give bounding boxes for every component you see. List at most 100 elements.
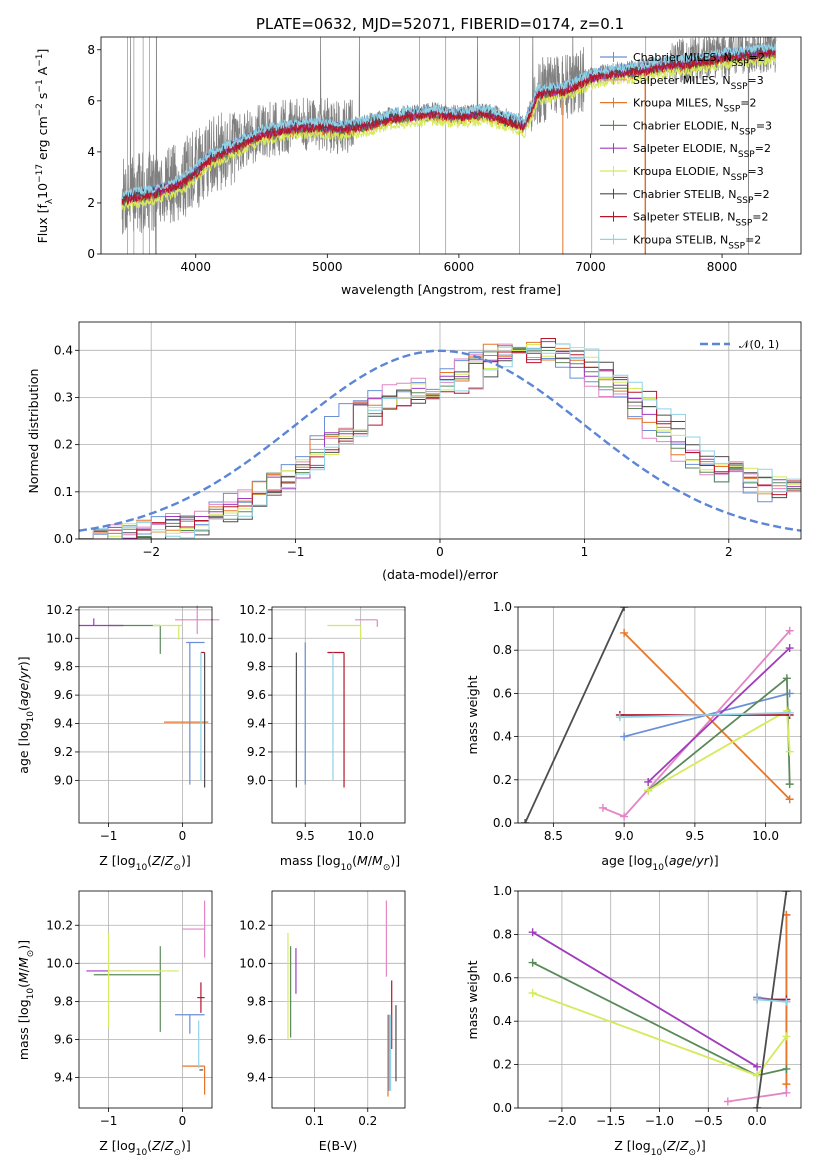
age-z-frame	[78, 606, 213, 824]
hist-xtick-label: 1	[581, 545, 589, 559]
series-marker	[785, 644, 794, 653]
series-line	[602, 630, 791, 818]
spectrum-xtick-label: 4000	[180, 260, 211, 274]
spectrum-model-kroupa-elodie	[121, 56, 777, 211]
age-z-ytick-label: 9.6	[54, 688, 73, 702]
spectrum-ytick-label: 8	[87, 43, 95, 57]
age-z-ytick-label: 10.2	[46, 603, 73, 617]
mw-age-xtick-label: 9.0	[615, 829, 634, 843]
series-marker	[782, 1080, 791, 1089]
series-marker	[782, 1032, 791, 1041]
series-marker	[620, 628, 629, 637]
mass-ebv-xtick-label: 0.1	[305, 1114, 324, 1128]
mw-age-ytick-label: 0.0	[493, 816, 512, 830]
mw-age-ytick-label: 1.0	[493, 600, 512, 614]
spectrum-ytick-label: 4	[87, 145, 95, 159]
hist-legend-label: 𝒩(0, 1)	[739, 338, 779, 351]
series-marker	[723, 1097, 732, 1106]
series-marker	[620, 812, 629, 821]
age-z-ytick-label: 9.4	[54, 717, 73, 731]
legend-label: Chabrier MILES, NSSP=2	[633, 51, 765, 69]
mass-ebv-xlabel: E(B-V)	[319, 1138, 358, 1153]
mw-z-xlabel: Z [log10(Z/Z⊙)]	[614, 1138, 706, 1158]
mw-z-xtick-label: −1.5	[596, 1114, 625, 1128]
age-mass-ytick-label: 9.6	[247, 688, 266, 702]
age-z-xlabel: Z [log10(Z/Z⊙)]	[99, 853, 191, 873]
hist-ytick-label: 0.0	[54, 532, 73, 546]
mass-z-points	[86, 900, 206, 1095]
series-marker	[644, 777, 653, 786]
legend-label: Kroupa STELIB, NSSP=2	[633, 233, 761, 251]
series-marker	[753, 1071, 762, 1080]
mass-ebv-ytick-label: 9.4	[247, 1071, 266, 1085]
spectrum-ytick-label: 0	[87, 247, 95, 261]
mass-z-ytick-label: 9.8	[54, 994, 73, 1008]
series-marker	[615, 713, 624, 722]
spectrum-plot	[121, 37, 777, 254]
mass-ebv-frame	[271, 890, 406, 1109]
spectrum-model-kroupa-stelib	[121, 42, 777, 200]
legend-label: Salpeter MILES, NSSP=3	[633, 74, 764, 92]
spectrum-model-salpeter-stelib	[121, 49, 777, 206]
legend-label: Chabrier STELIB, NSSP=2	[633, 188, 770, 206]
mw-age-ytick-label: 0.2	[493, 773, 512, 787]
series-line	[757, 998, 787, 1003]
mw-age-frame	[517, 606, 802, 824]
mw-z-xtick-label: −2.0	[547, 1114, 576, 1128]
mw-z-ytick-label: 0.8	[493, 927, 512, 941]
mass-ebv-ytick-label: 10.2	[239, 918, 266, 932]
mw-age-xtick-label: 10.0	[752, 829, 779, 843]
series-marker	[785, 708, 794, 717]
legend-label: Salpeter ELODIE, NSSP=2	[633, 142, 771, 160]
hist-ytick-label: 0.2	[54, 438, 73, 452]
hist-ytick-label: 0.4	[54, 343, 73, 357]
mass-z-frame	[78, 890, 213, 1109]
mass-ebv-points	[287, 900, 397, 1097]
series-marker	[785, 780, 794, 789]
age-z-ytick-label: 9.8	[54, 660, 73, 674]
age-z-grid	[79, 607, 212, 823]
series-marker	[753, 1062, 762, 1071]
mw-age-series	[521, 607, 794, 823]
age-mass-grid	[272, 607, 405, 823]
mw-z-xtick-label: −1.0	[645, 1114, 674, 1128]
series-marker	[528, 958, 537, 967]
mass-z-ytick-label: 10.0	[46, 956, 73, 970]
series-line	[619, 711, 790, 719]
age-mass-xtick-label: 10.0	[347, 829, 374, 843]
mw-z-xtick-label: −0.5	[694, 1114, 723, 1128]
hist-ytick-label: 0.3	[54, 390, 73, 404]
age-z-ylabel: age [log10(age/yr)]	[16, 656, 36, 773]
series-marker	[782, 891, 791, 895]
mw-z-xtick-label: 0.0	[748, 1114, 767, 1128]
series-marker	[785, 795, 794, 804]
mw-z-ytick-label: 0.0	[493, 1101, 512, 1115]
hist-xlabel: (data-model)/error	[382, 567, 499, 582]
mass-ebv-xtick-label: 0.2	[358, 1114, 377, 1128]
spectrum-xtick-label: 8000	[707, 260, 738, 274]
age-z-ytick-label: 9.2	[54, 745, 73, 759]
series-line	[647, 676, 791, 792]
spectrum-xtick-label: 5000	[312, 260, 343, 274]
age-z-ytick-label: 9.0	[54, 773, 73, 787]
age-mass-ytick-label: 10.0	[239, 631, 266, 645]
age-mass-ytick-label: 9.0	[247, 773, 266, 787]
mass-z-ylabel: mass [log10(M/M⊙)]	[16, 940, 36, 1060]
age-mass-ytick-label: 9.4	[247, 717, 266, 731]
spectrum-legend	[600, 52, 627, 245]
series-marker	[785, 626, 794, 635]
hist-xtick-label: −1	[287, 545, 305, 559]
hist-series-kroupa-stelib	[79, 343, 801, 539]
series-marker	[785, 747, 794, 756]
mass-z-xtick-label: −1	[100, 1114, 118, 1128]
hist-xtick-label: −2	[142, 545, 160, 559]
spectrum-xtick-label: 7000	[575, 260, 606, 274]
spectrum-ytick-label: 6	[87, 94, 95, 108]
spectrum-ylabel: Flux [fλ10−17 erg cm−2 s−1 A−1]	[35, 49, 55, 244]
spectrum-xlabel: wavelength [Angstrom, rest frame]	[341, 282, 561, 297]
mass-ebv-grid	[272, 891, 405, 1108]
age-mass-xlabel: mass [log10(M/M⊙)]	[280, 853, 400, 873]
mw-z-ytick-label: 0.4	[493, 1014, 512, 1028]
mw-age-xtick-label: 8.5	[544, 829, 563, 843]
